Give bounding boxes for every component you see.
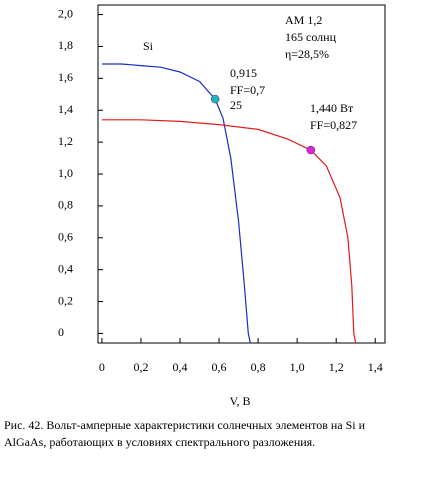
annotation: 25 xyxy=(230,98,242,112)
y-tick-label: 1,8 xyxy=(58,38,73,52)
x-tick-label: 1,4 xyxy=(368,360,383,374)
x-tick-label: 1,2 xyxy=(329,360,344,374)
y-tick-label: 0,8 xyxy=(58,198,73,212)
y-tick-label: 0,6 xyxy=(58,230,73,244)
y-tick-label: 1,2 xyxy=(58,134,73,148)
y-tick-label: 1,0 xyxy=(58,166,73,180)
curve xyxy=(101,63,251,344)
caption-line: AlGaAs, работающих в условиях спектральн… xyxy=(4,435,315,449)
annotation: Si xyxy=(143,39,154,53)
annotation: 1,440 Вт xyxy=(310,101,354,115)
y-tick-label: 0,2 xyxy=(58,293,73,307)
point-marker xyxy=(210,94,220,104)
y-tick-label: 2,0 xyxy=(58,6,73,20)
annotation: FF=0,7 xyxy=(230,83,265,97)
annotation: AM 1,2 xyxy=(285,13,322,27)
annotation: 0,915 xyxy=(230,66,257,80)
x-tick-label: 0,6 xyxy=(212,360,227,374)
x-axis-label: V, В xyxy=(229,394,250,408)
plot-frame xyxy=(97,4,386,344)
x-tick-label: 0 xyxy=(99,360,105,374)
annotation: FF=0,827 xyxy=(310,118,357,132)
y-tick-label: 0 xyxy=(58,325,64,339)
y-tick-label: 0,4 xyxy=(58,261,73,275)
x-tick-label: 0,4 xyxy=(173,360,188,374)
curve xyxy=(101,119,357,344)
x-tick-label: 1,0 xyxy=(290,360,305,374)
x-tick-label: 0,2 xyxy=(133,360,148,374)
annotation: η=28,5% xyxy=(285,47,329,61)
annotation: 165 солнц xyxy=(285,30,337,44)
x-tick-label: 0,8 xyxy=(251,360,266,374)
point-marker xyxy=(306,145,316,155)
caption-line: Рис. 42. Вольт-амперные характеристики с… xyxy=(4,418,366,432)
y-tick-label: 1,4 xyxy=(58,102,73,116)
y-tick-label: 1,6 xyxy=(58,70,73,84)
